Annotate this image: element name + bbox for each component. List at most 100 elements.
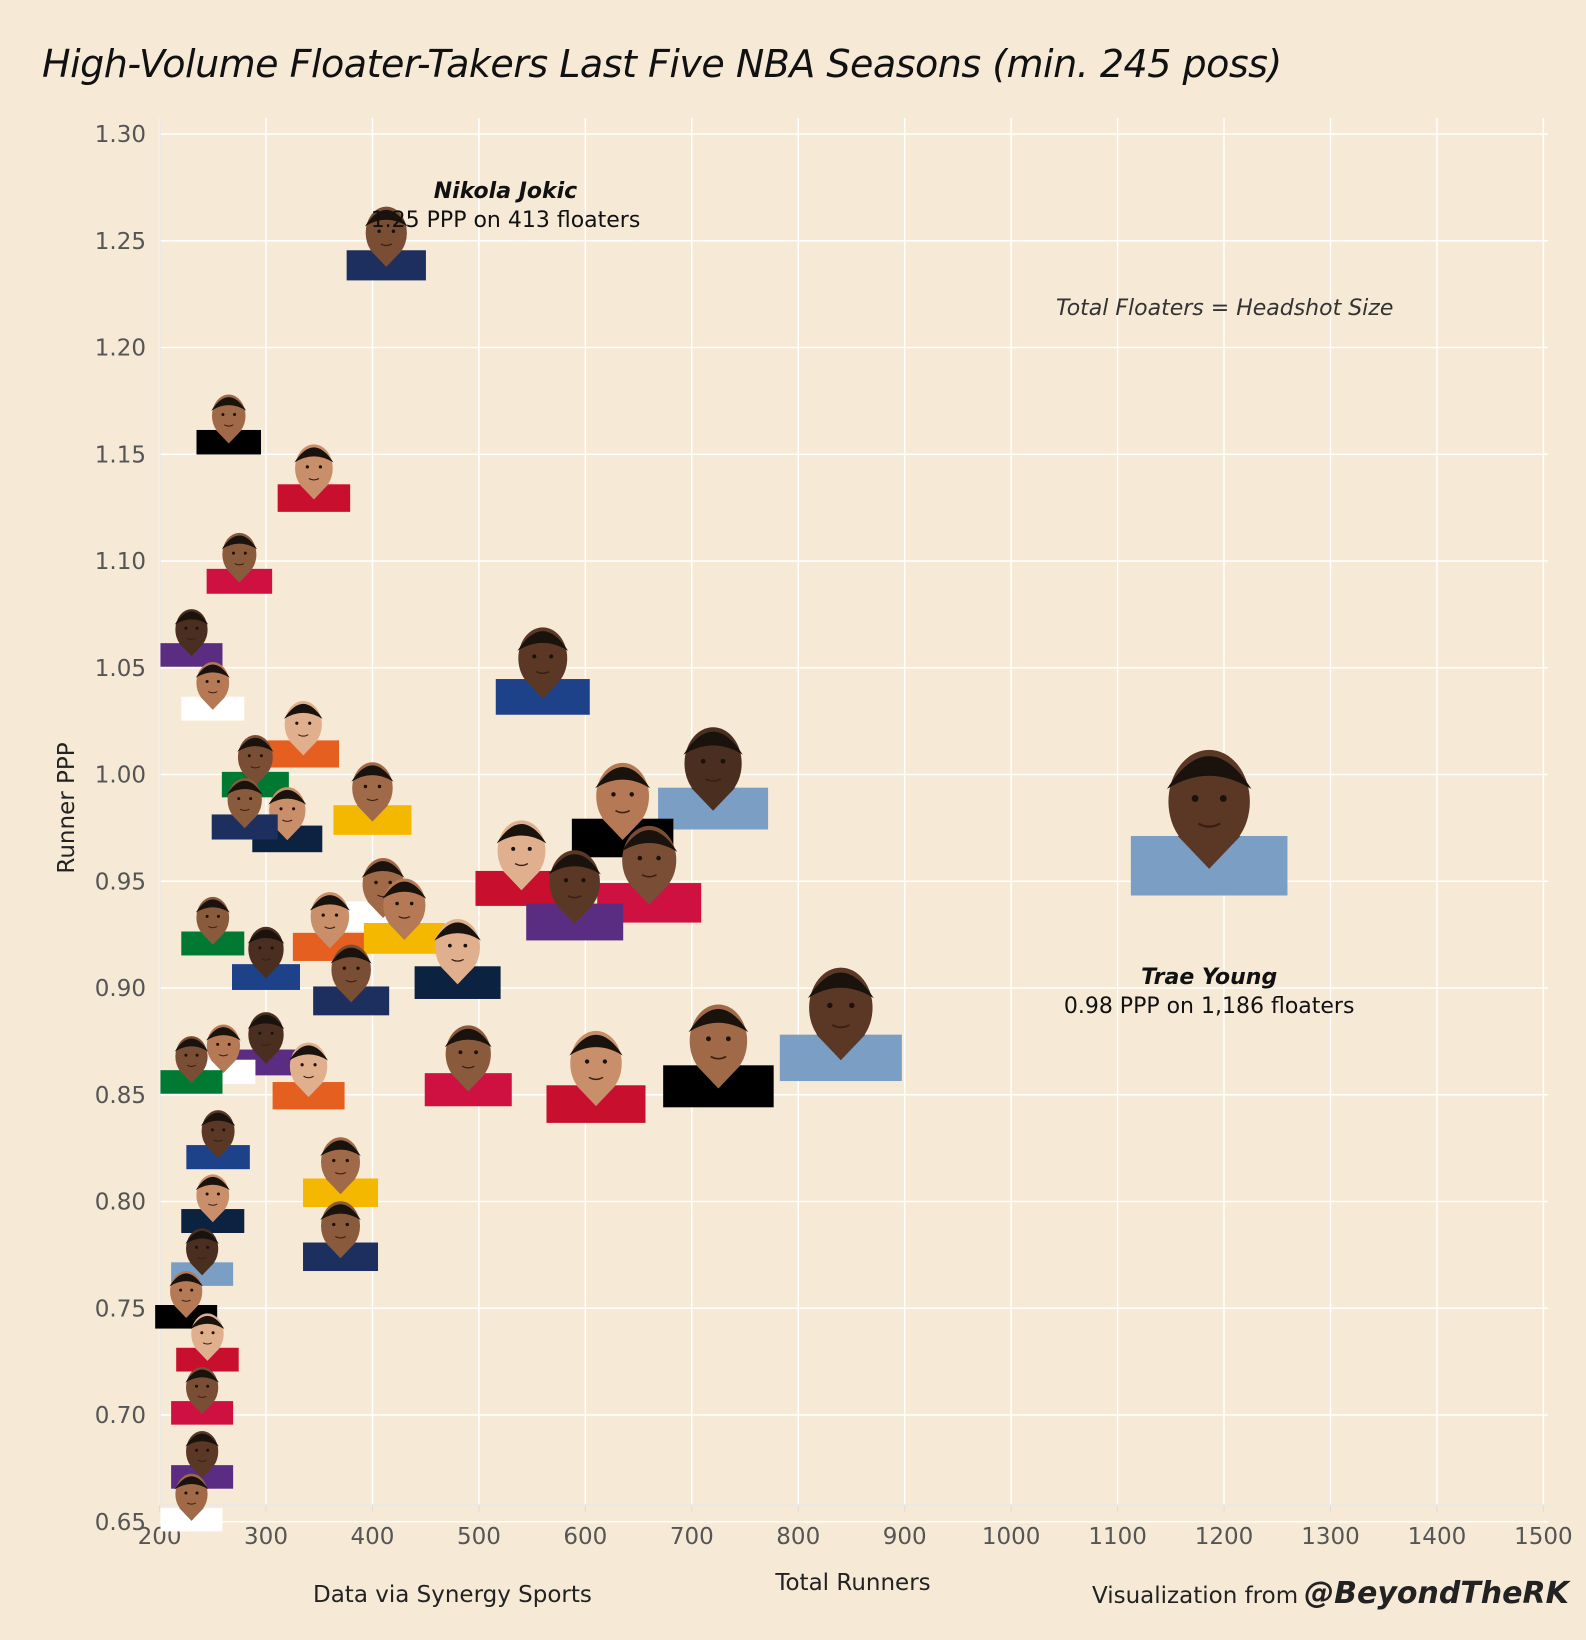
eye xyxy=(706,1036,711,1042)
mouth xyxy=(223,424,234,427)
eye xyxy=(216,914,220,918)
eye xyxy=(356,966,360,970)
eye xyxy=(463,943,468,948)
eye xyxy=(258,946,262,950)
mouth xyxy=(197,1459,207,1462)
hair xyxy=(174,611,209,625)
eye xyxy=(190,1288,194,1292)
eye xyxy=(222,1128,226,1132)
player-headshot xyxy=(1130,749,1288,896)
eye xyxy=(584,1059,590,1064)
eye xyxy=(179,1288,183,1292)
eye xyxy=(300,1063,304,1067)
eye xyxy=(216,1192,220,1196)
mouth xyxy=(641,874,657,878)
mouth xyxy=(260,1043,272,1046)
player-headshot xyxy=(424,1025,512,1107)
eye xyxy=(1191,794,1199,802)
mouth xyxy=(308,478,320,481)
eye xyxy=(395,901,399,906)
eye xyxy=(342,966,346,970)
mouth xyxy=(186,637,197,640)
hair xyxy=(309,895,350,911)
eye xyxy=(205,1192,209,1196)
hair xyxy=(382,881,427,899)
eye xyxy=(258,1031,262,1035)
eye xyxy=(345,1158,349,1163)
player-headshot xyxy=(181,662,245,721)
hair xyxy=(807,972,874,999)
hair xyxy=(200,1112,236,1127)
y-tick-label: 0.95 xyxy=(95,869,146,895)
eye xyxy=(549,654,554,659)
hair xyxy=(221,535,258,550)
mouth xyxy=(461,1065,475,1069)
mouth xyxy=(334,1171,347,1175)
player-headshot xyxy=(186,1110,250,1170)
eye xyxy=(602,1059,608,1064)
player-headshot xyxy=(414,918,501,999)
hair xyxy=(237,737,274,752)
mouth xyxy=(202,1342,213,1345)
mouth xyxy=(186,1502,197,1505)
mouth xyxy=(303,1075,314,1079)
eye xyxy=(447,943,452,948)
annotation-player-name: Nikola Jokic xyxy=(433,178,578,204)
x-tick-label: 1500 xyxy=(1514,1524,1573,1550)
eye xyxy=(332,1158,336,1163)
hair xyxy=(294,447,334,463)
player-headshot xyxy=(779,967,902,1082)
eye xyxy=(270,1031,274,1035)
annotation-text: 0.98 PPP on 1,186 floaters xyxy=(1063,994,1355,1020)
annotation-text: 1.25 PPP on 413 floaters xyxy=(370,207,641,233)
eye xyxy=(388,880,392,885)
eye xyxy=(629,792,634,797)
hair xyxy=(548,854,601,875)
credit-handle[interactable]: @BeyondTheRK xyxy=(1304,1576,1569,1611)
size-legend-note: Total Floaters = Headshot Size xyxy=(1056,296,1394,321)
hair xyxy=(185,1369,219,1383)
player-headshot xyxy=(252,787,323,853)
eye xyxy=(1219,794,1227,802)
player-headshot xyxy=(176,1313,239,1372)
annotation-trae-young: Trae Young 0.98 PPP on 1,186 floaters xyxy=(1049,965,1369,1019)
eye xyxy=(725,1036,731,1042)
player-headshot xyxy=(221,735,289,798)
y-tick-label: 1.15 xyxy=(95,442,146,468)
eye xyxy=(332,1222,336,1227)
x-tick-label: 1200 xyxy=(1195,1524,1254,1550)
y-tick-label: 1.10 xyxy=(95,549,146,575)
eye xyxy=(458,1050,463,1055)
eye xyxy=(195,1245,199,1249)
player-headshot xyxy=(181,896,245,956)
player-headshot xyxy=(495,627,590,715)
y-tick-label: 0.80 xyxy=(95,1190,146,1216)
eye xyxy=(205,914,209,918)
mouth xyxy=(334,1236,347,1239)
eye xyxy=(200,1331,204,1335)
mouth xyxy=(250,766,261,769)
hair xyxy=(247,1014,285,1030)
mouth xyxy=(208,926,218,929)
hair xyxy=(444,1028,492,1048)
player-headshot xyxy=(663,1004,774,1108)
hair xyxy=(174,1476,209,1490)
hair xyxy=(688,1008,749,1033)
eye xyxy=(221,412,225,416)
y-tick-label: 0.70 xyxy=(95,1403,146,1429)
eye xyxy=(563,878,569,883)
mouth xyxy=(197,1256,207,1260)
mouth xyxy=(451,958,464,962)
player-headshot xyxy=(272,1042,345,1110)
hair xyxy=(174,1038,209,1052)
eye xyxy=(527,846,532,851)
player-headshot xyxy=(658,727,769,830)
mouth xyxy=(186,1064,197,1067)
eye xyxy=(195,626,199,630)
mouth xyxy=(380,243,393,247)
mouth xyxy=(297,734,309,737)
eye xyxy=(210,1128,214,1132)
hair xyxy=(211,397,247,411)
hair xyxy=(1166,756,1252,790)
hair xyxy=(283,703,323,719)
